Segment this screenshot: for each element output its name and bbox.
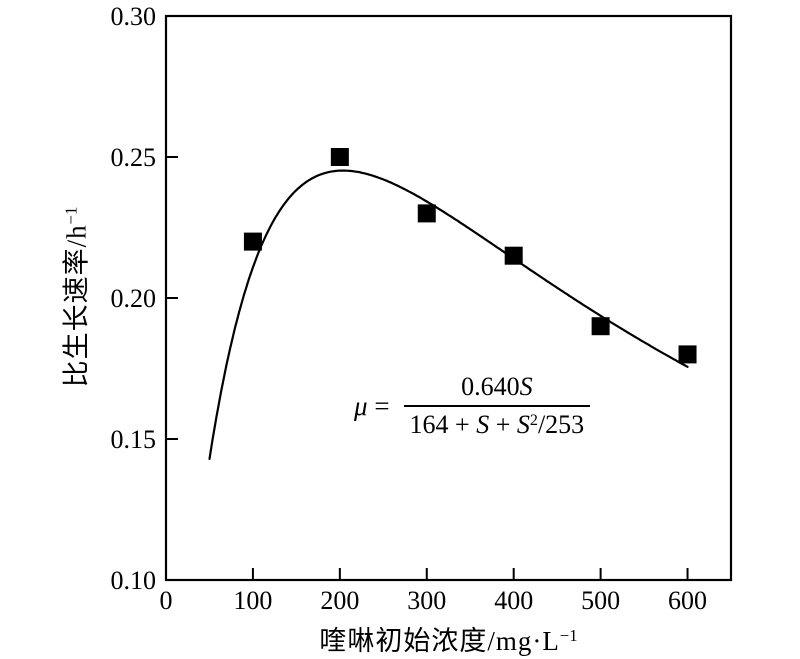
- equation-denominator: 164 + S + S2/253: [404, 407, 591, 440]
- data-point-marker: [678, 345, 697, 364]
- data-point-marker: [243, 232, 262, 251]
- y-axis-title-text: 比生长速率/h: [61, 224, 92, 388]
- data-point-marker: [504, 246, 523, 265]
- equation-numerator: 0.640S: [403, 372, 591, 407]
- equation-equals-sign: =: [374, 390, 390, 421]
- equation-fraction: 0.640S 164 + S + S2/253: [403, 372, 591, 440]
- equation-term: 0.640: [461, 372, 520, 401]
- fit-equation: μ = 0.640S 164 + S + S2/253: [354, 372, 591, 440]
- equation-mu-symbol: μ: [354, 390, 368, 421]
- x-axis-title: 喹啉初始浓度/mg·L−1: [166, 619, 731, 658]
- x-axis-title-superscript: −1: [559, 625, 578, 645]
- plot-frame: [164, 14, 733, 582]
- y-tick-label: 0.25: [111, 143, 157, 172]
- x-tick-label: 100: [233, 586, 272, 615]
- data-point-marker: [591, 317, 610, 336]
- equation-lhs: μ =: [354, 391, 390, 422]
- equation-plus-sign: +: [495, 410, 511, 439]
- x-tick-label: 600: [668, 586, 707, 615]
- y-axis-title: 比生长速率/h−1: [55, 207, 94, 388]
- equation-term: /253: [537, 410, 585, 439]
- y-tick-label: 0.10: [111, 566, 157, 595]
- x-tick-label: 0: [160, 586, 173, 615]
- equation-substrate-variable: S: [476, 410, 490, 439]
- equation-substrate-variable: S: [519, 372, 533, 401]
- equation-substrate-variable: S: [516, 410, 530, 439]
- x-tick-label: 500: [581, 586, 620, 615]
- y-tick-label: 0.30: [111, 2, 157, 31]
- y-axis-title-superscript: −1: [61, 206, 81, 225]
- equation-term: 164: [409, 410, 449, 439]
- x-tick-label: 400: [494, 586, 533, 615]
- data-point-marker: [417, 204, 436, 223]
- equation-plus-sign: +: [455, 410, 470, 439]
- data-point-marker: [330, 148, 349, 166]
- y-tick-label: 0.20: [111, 284, 157, 313]
- x-tick-label: 200: [320, 586, 359, 615]
- x-axis-title-text: 喹啉初始浓度/mg·L: [319, 626, 560, 656]
- y-tick-label: 0.15: [111, 425, 157, 454]
- equation-exponent: 2: [529, 411, 538, 429]
- x-tick-label: 300: [407, 586, 446, 615]
